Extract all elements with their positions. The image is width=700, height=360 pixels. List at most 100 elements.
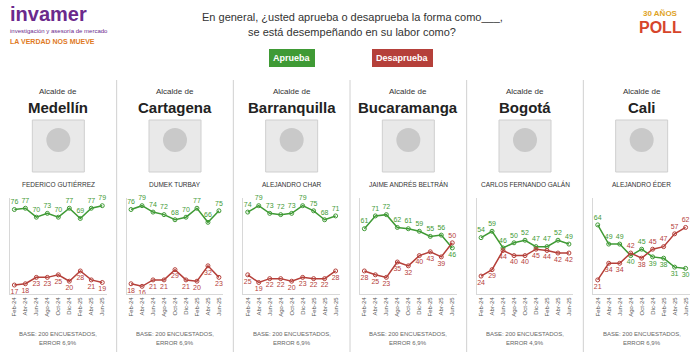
svg-text:45: 45	[638, 238, 646, 245]
svg-text:Jun-24: Jun-24	[267, 297, 273, 316]
svg-text:Jun-24: Jun-24	[383, 297, 389, 316]
svg-text:BASE: 200 ENCUESTADOS,: BASE: 200 ENCUESTADOS,	[603, 331, 681, 337]
svg-text:32: 32	[204, 269, 212, 276]
svg-text:55: 55	[426, 225, 434, 232]
svg-text:16: 16	[138, 289, 146, 296]
svg-text:23: 23	[299, 280, 307, 287]
svg-text:Cali: Cali	[628, 99, 656, 116]
svg-text:79: 79	[299, 194, 307, 201]
svg-text:62: 62	[393, 216, 401, 223]
svg-text:Ago-24: Ago-24	[394, 297, 400, 317]
svg-text:Abr-24: Abr-24	[139, 297, 145, 316]
svg-text:Abr-24: Abr-24	[372, 297, 378, 316]
svg-text:FEDERICO GUTIÉRREZ: FEDERICO GUTIÉRREZ	[22, 180, 95, 188]
svg-text:invamer: invamer	[10, 3, 87, 25]
svg-text:Jun-25: Jun-25	[216, 297, 222, 316]
svg-text:17: 17	[10, 288, 18, 295]
svg-text:Dic-24: Dic-24	[650, 297, 656, 315]
svg-text:Feb-25: Feb-25	[427, 297, 433, 317]
svg-text:En general, ¿usted aprueba o d: En general, ¿usted aprueba o desaprueba …	[202, 11, 503, 23]
svg-text:Oct-24: Oct-24	[289, 297, 295, 316]
svg-text:21: 21	[160, 283, 168, 290]
svg-text:Jun-24: Jun-24	[500, 297, 506, 316]
svg-text:ALEJANDRO ÉDER: ALEJANDRO ÉDER	[612, 180, 671, 188]
svg-text:ERROR 4,9%: ERROR 4,9%	[506, 340, 544, 346]
svg-text:29: 29	[488, 272, 496, 279]
svg-text:52: 52	[554, 229, 562, 236]
svg-text:Oct-24: Oct-24	[172, 297, 178, 316]
svg-text:ERROR 6,9%: ERROR 6,9%	[273, 340, 311, 346]
svg-text:Jun-25: Jun-25	[333, 297, 339, 316]
svg-text:Bucaramanga: Bucaramanga	[358, 99, 458, 116]
svg-text:47: 47	[660, 235, 668, 242]
svg-text:59: 59	[415, 220, 423, 227]
svg-text:Abr-25: Abr-25	[672, 297, 678, 316]
svg-text:76: 76	[127, 198, 135, 205]
svg-text:Feb-25: Feb-25	[77, 297, 83, 317]
svg-text:LA VERDAD NOS MUEVE: LA VERDAD NOS MUEVE	[10, 38, 95, 45]
svg-text:29: 29	[171, 272, 179, 279]
svg-text:79: 79	[138, 194, 146, 201]
svg-text:Abr-24: Abr-24	[606, 297, 612, 316]
svg-text:20: 20	[288, 284, 296, 291]
svg-text:73: 73	[288, 202, 296, 209]
svg-text:22: 22	[266, 281, 274, 288]
svg-text:46: 46	[499, 237, 507, 244]
svg-text:Abr-24: Abr-24	[489, 297, 495, 316]
svg-text:POLL: POLL	[639, 19, 682, 36]
svg-text:Abr-24: Abr-24	[22, 297, 28, 316]
svg-text:64: 64	[594, 214, 602, 221]
svg-text:Ago-24: Ago-24	[161, 297, 167, 317]
svg-text:72: 72	[160, 203, 168, 210]
svg-text:Oct-24: Oct-24	[405, 297, 411, 316]
svg-text:Feb-24: Feb-24	[245, 297, 251, 317]
svg-text:19: 19	[98, 285, 106, 292]
svg-text:38: 38	[638, 261, 646, 268]
svg-text:35: 35	[393, 265, 401, 272]
svg-text:Dic-24: Dic-24	[183, 297, 189, 315]
svg-text:Ago-24: Ago-24	[278, 297, 284, 317]
svg-text:Jun-25: Jun-25	[449, 297, 455, 316]
svg-text:Dic-24: Dic-24	[416, 297, 422, 315]
svg-text:18: 18	[127, 287, 135, 294]
svg-text:66: 66	[204, 211, 212, 218]
svg-text:Medellín: Medellín	[28, 99, 88, 116]
svg-text:BASE: 200 ENCUESTADOS,: BASE: 200 ENCUESTADOS,	[369, 331, 447, 337]
svg-text:Feb-25: Feb-25	[311, 297, 317, 317]
svg-text:77: 77	[65, 197, 73, 204]
svg-text:75: 75	[215, 200, 223, 207]
svg-text:BASE: 200 ENCUESTADOS,: BASE: 200 ENCUESTADOS,	[253, 331, 331, 337]
svg-text:Feb-24: Feb-24	[595, 297, 601, 317]
svg-text:24: 24	[477, 279, 485, 286]
svg-text:79: 79	[255, 194, 263, 201]
svg-text:45: 45	[532, 252, 540, 259]
svg-text:Feb-24: Feb-24	[361, 297, 367, 317]
svg-text:20: 20	[193, 284, 201, 291]
svg-text:Jun-25: Jun-25	[99, 297, 105, 316]
svg-text:74: 74	[244, 201, 252, 208]
svg-text:19: 19	[255, 285, 263, 292]
svg-text:70: 70	[32, 206, 40, 213]
svg-text:Aprueba: Aprueba	[273, 53, 311, 63]
svg-text:ERROR 6,9%: ERROR 6,9%	[623, 340, 661, 346]
svg-text:71: 71	[371, 205, 379, 212]
svg-text:Alcalde de: Alcalde de	[623, 87, 661, 96]
svg-text:59: 59	[488, 220, 496, 227]
svg-text:77: 77	[21, 197, 29, 204]
svg-text:Desaprueba: Desaprueba	[376, 53, 429, 63]
svg-text:Bogotá: Bogotá	[499, 99, 551, 116]
svg-text:75: 75	[310, 200, 318, 207]
svg-text:Ago-24: Ago-24	[511, 297, 517, 317]
svg-text:Abr-25: Abr-25	[205, 297, 211, 316]
svg-text:77: 77	[193, 197, 201, 204]
svg-text:Dic-24: Dic-24	[66, 297, 72, 315]
svg-text:44: 44	[499, 253, 507, 260]
svg-text:49: 49	[605, 233, 613, 240]
svg-text:28: 28	[76, 274, 84, 281]
svg-text:Abr-25: Abr-25	[322, 297, 328, 316]
svg-text:39: 39	[649, 260, 657, 267]
svg-text:ERROR 6,9%: ERROR 6,9%	[39, 340, 77, 346]
svg-text:23: 23	[32, 280, 40, 287]
svg-text:70: 70	[182, 206, 190, 213]
svg-text:BASE: 200 ENCUESTADOS,: BASE: 200 ENCUESTADOS,	[486, 331, 564, 337]
